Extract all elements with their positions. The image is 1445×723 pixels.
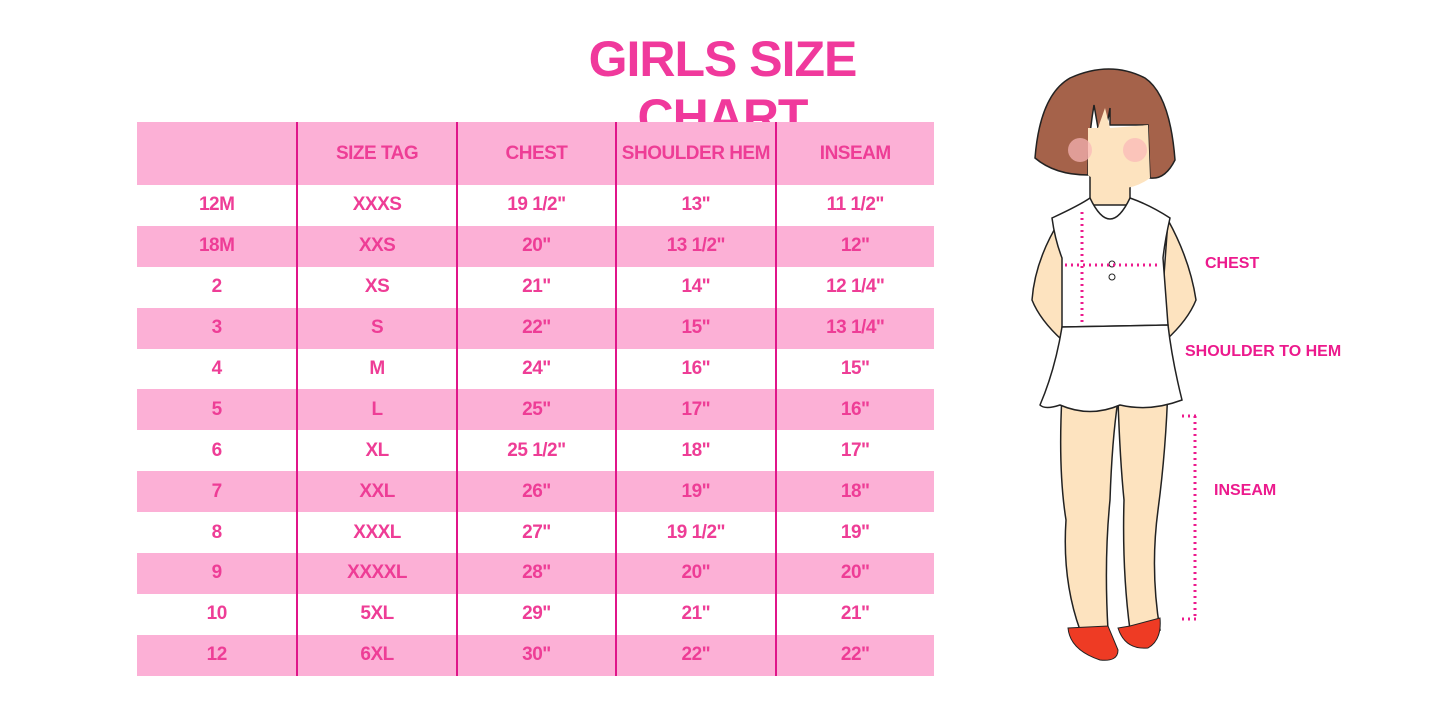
table-cell: 22": [455, 307, 615, 349]
table-cell: 6XL: [296, 634, 455, 676]
table-cell: 16": [615, 348, 774, 390]
table-cell: 21": [455, 266, 615, 308]
girl-measurement-illustration: [1020, 60, 1400, 685]
age-cell: 5: [211, 398, 223, 420]
header-cell: [137, 122, 296, 185]
age-cell: 7: [211, 480, 223, 502]
table-cell: 25 1/2": [455, 430, 615, 472]
table-cell: 15": [774, 348, 934, 390]
table-cell: XS: [296, 266, 455, 308]
header-cell: INSEAM: [774, 122, 934, 185]
chest-label: CHEST: [1205, 255, 1260, 272]
header-cell: SIZE TAG: [296, 122, 455, 185]
table-cell: XXXL: [296, 512, 455, 554]
age-cell: 9: [211, 562, 223, 584]
age-cell: 18M: [198, 235, 235, 257]
table-row: 9 XXXXL 28" 20" 20": [137, 553, 934, 594]
table-row: 18M XXS 20" 13 1/2" 12": [137, 225, 934, 267]
table-cell: 28": [455, 553, 615, 594]
table-header-row: SIZE TAG CHEST SHOULDER HEM INSEAM: [137, 122, 934, 185]
header-cell: SHOULDER HEM: [615, 122, 774, 185]
age-cell: 12: [206, 644, 228, 666]
table-cell: 30": [455, 634, 615, 676]
table-cell: 19": [615, 471, 774, 513]
header-cell: CHEST: [455, 122, 615, 185]
table-cell: XXL: [296, 471, 455, 513]
table-row: 6 XL 25 1/2" 18" 17": [137, 430, 934, 472]
table-cell: 12": [774, 225, 934, 267]
table-cell: 13": [615, 185, 774, 226]
table-row: 8 XXXL 27" 19 1/2" 19": [137, 512, 934, 554]
table-cell: XXS: [296, 225, 455, 267]
girl-figure-icon: [1031, 68, 1200, 661]
table-cell: 20": [774, 553, 934, 594]
table-cell: 29": [455, 593, 615, 635]
table-cell: 13 1/2": [615, 225, 774, 267]
table-cell: 5XL: [296, 593, 455, 635]
age-cell: 12M: [198, 194, 235, 216]
age-cell: 6: [211, 439, 223, 461]
table-cell: XXXS: [296, 185, 455, 226]
table-row: 2 XS 21" 14" 12 1/4": [137, 266, 934, 308]
table-row: 4 M 24" 16" 15": [137, 348, 934, 390]
table-row: 3 S 22" 15" 13 1/4": [137, 307, 934, 349]
table-cell: 15": [615, 307, 774, 349]
table-cell: M: [296, 348, 455, 390]
table-cell: 24": [455, 348, 615, 390]
table-cell: 21": [615, 593, 774, 635]
table-cell: 21": [774, 593, 934, 635]
table-cell: 20": [455, 225, 615, 267]
table-cell: 22": [615, 634, 774, 676]
table-cell: XXXXL: [296, 553, 455, 594]
table-cell: L: [296, 389, 455, 431]
table-cell: 16": [774, 389, 934, 431]
table-cell: 14": [615, 266, 774, 308]
table-cell: 26": [455, 471, 615, 513]
table-cell: 27": [455, 512, 615, 554]
table-cell: 11 1/2": [774, 185, 934, 226]
age-cell: 2: [211, 276, 223, 298]
table-row: 12 6XL 30" 22" 22": [137, 634, 934, 676]
age-cell: 10: [206, 603, 228, 625]
table-row: 10 5XL 29" 21" 21": [137, 593, 934, 635]
age-cell: 8: [211, 521, 223, 543]
table-cell: 22": [774, 634, 934, 676]
table-cell: XL: [296, 430, 455, 472]
table-cell: 13 1/4": [774, 307, 934, 349]
age-cell: 4: [211, 358, 223, 379]
table-cell: 17": [774, 430, 934, 472]
age-cell: 3: [211, 317, 223, 339]
table-cell: 19 1/2": [455, 185, 615, 226]
table-cell: S: [296, 307, 455, 349]
table-cell: 20": [615, 553, 774, 594]
table-cell: 19 1/2": [615, 512, 774, 554]
table-cell: 18": [615, 430, 774, 472]
inseam-label: INSEAM: [1214, 482, 1277, 499]
page-title: GIRLS SIZE CHART: [588, 31, 858, 145]
table-cell: 19": [774, 512, 934, 554]
table-cell: 18": [774, 471, 934, 513]
table-cell: 12 1/4": [774, 266, 934, 308]
table-cell: 25": [455, 389, 615, 431]
table-row: 7 XXL 26" 19" 18": [137, 471, 934, 513]
shoulder-to-hem-label: SHOULDER TO HEM: [1185, 343, 1342, 360]
table-row: 12M XXXS 19 1/2" 13" 11 1/2": [137, 185, 934, 226]
table-cell: 17": [615, 389, 774, 431]
size-table: SIZE TAG CHEST SHOULDER HEM INSEAM 12M XX…: [137, 122, 934, 676]
table-row: 5 L 25" 17" 16": [137, 389, 934, 431]
